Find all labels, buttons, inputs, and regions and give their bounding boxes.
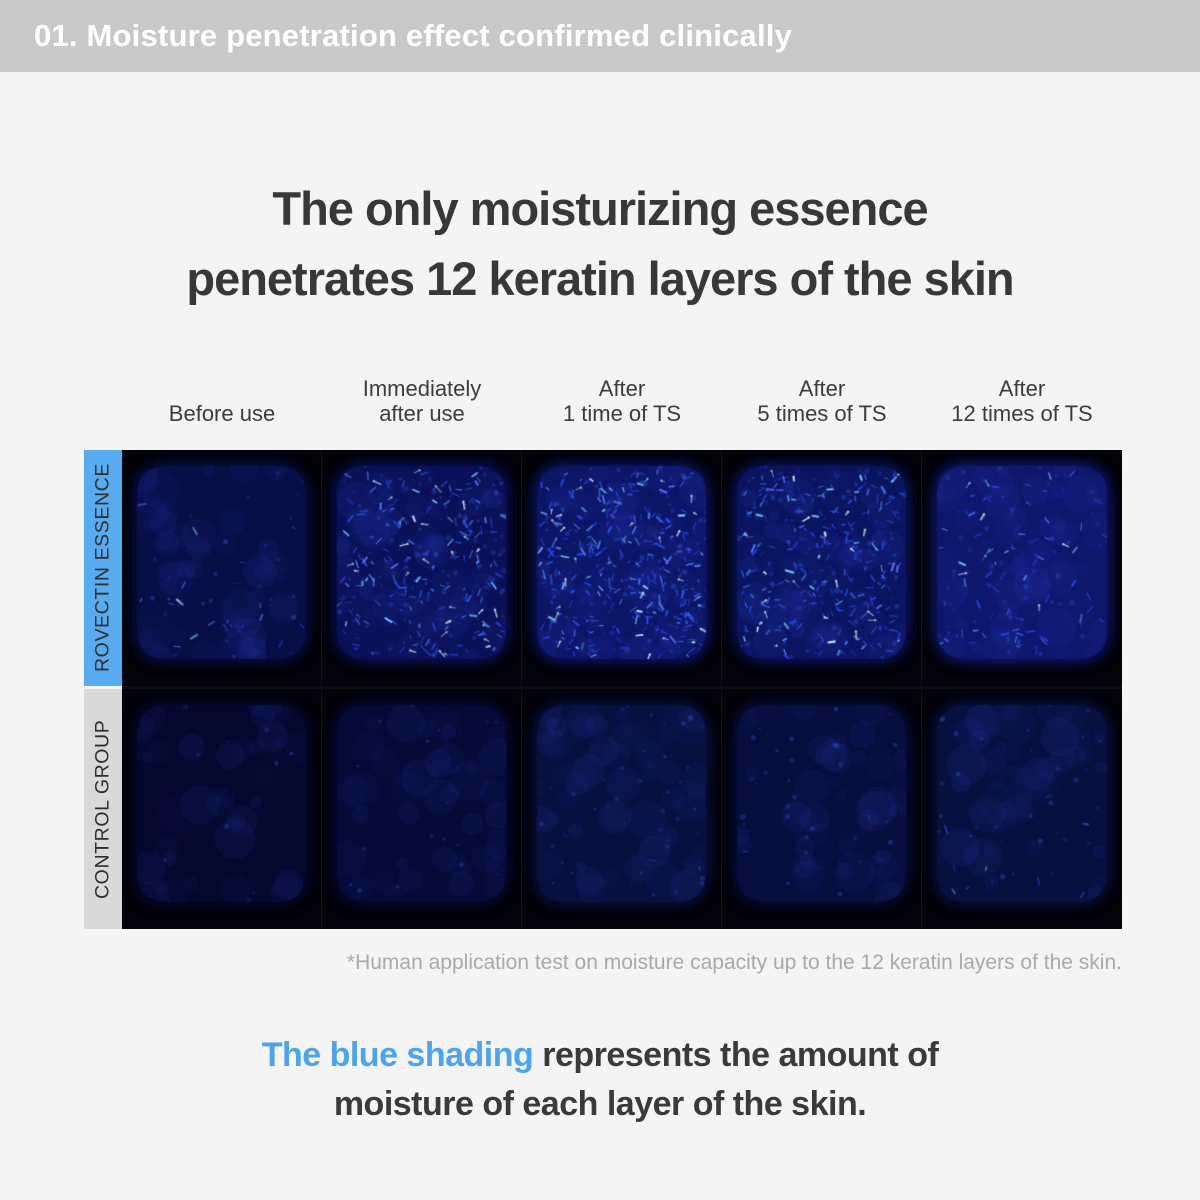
column-headers: Before use Immediately after use After 1…	[122, 376, 1122, 426]
fluorescence-image-r1c3	[522, 450, 722, 686]
fluorescence-image-r1c1	[122, 450, 322, 686]
row-control-group	[122, 689, 1122, 929]
row-label-rovectin-essence: ROVECTIN ESSENCE	[84, 450, 122, 686]
column-header-after-5-times: After 5 times of TS	[757, 376, 887, 426]
main-heading: The only moisturizing essence penetrates…	[0, 174, 1200, 314]
row-rovectin-essence	[122, 450, 1122, 686]
column-header-before-use: Before use	[168, 401, 276, 426]
footer-note: The blue shading represents the amount o…	[0, 1031, 1200, 1129]
fluorescence-image-r2c3	[522, 689, 722, 929]
fluorescence-image-grid	[122, 450, 1122, 929]
row-labels: ROVECTIN ESSENCE CONTROL GROUP	[84, 450, 122, 929]
column-header-after-12-times: After 12 times of TS	[951, 376, 1093, 426]
footer-note-line2: moisture of each layer of the skin.	[333, 1085, 867, 1123]
fluorescence-image-r2c4	[722, 689, 922, 929]
fluorescence-image-r2c1	[122, 689, 322, 929]
banner-title: 01. Moisture penetration effect confirme…	[34, 18, 793, 53]
section-banner: 01. Moisture penetration effect confirme…	[0, 0, 1200, 72]
footer-note-line1: The blue shading represents the amount o…	[0, 1031, 1200, 1080]
footer-rest-line1: represents the amount of	[533, 1036, 939, 1074]
fluorescence-image-r2c2	[322, 689, 522, 929]
row-label-control-group: CONTROL GROUP	[84, 689, 122, 929]
fluorescence-image-r1c4	[722, 450, 922, 686]
main-heading-line2: penetrates 12 keratin layers of the skin	[186, 252, 1014, 305]
fluorescence-image-r2c5	[922, 689, 1122, 929]
fluorescence-image-r1c2	[322, 450, 522, 686]
footer-highlight: The blue shading	[261, 1036, 534, 1074]
main-heading-line1: The only moisturizing essence	[272, 182, 928, 235]
column-header-immediately-after-use: Immediately after use	[362, 376, 482, 426]
fluorescence-image-r1c5	[922, 450, 1122, 686]
comparison-grid: ROVECTIN ESSENCE CONTROL GROUP	[84, 450, 1200, 929]
column-header-after-1-time: After 1 time of TS	[562, 376, 682, 426]
test-caption: *Human application test on moisture capa…	[346, 951, 1122, 974]
row-divider	[122, 686, 1122, 689]
